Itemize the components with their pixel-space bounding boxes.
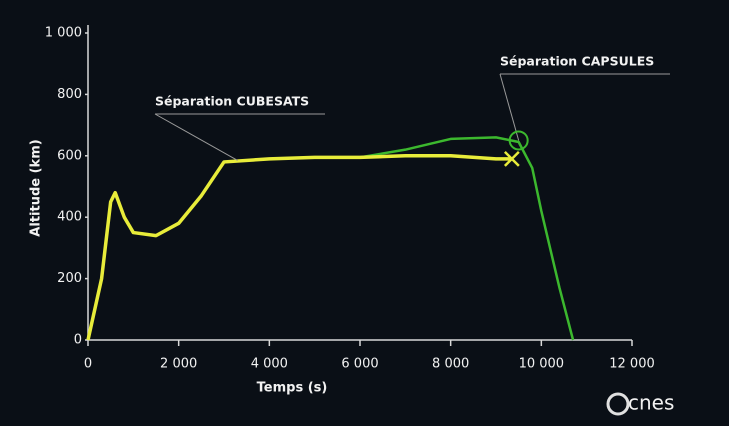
- x-axis-title: Temps (s): [257, 381, 328, 396]
- x-tick-label: 4 000: [251, 357, 288, 372]
- series-line: [359, 136, 575, 341]
- x-tick-label: 6 000: [341, 357, 378, 372]
- y-tick-label: 200: [57, 271, 82, 286]
- annotation-leader: [499, 73, 520, 141]
- y-tick-label: 0: [74, 333, 82, 348]
- x-tick-label: 0: [84, 357, 92, 372]
- annotation: Séparation CAPSULES: [500, 54, 654, 69]
- separation-marker: [503, 150, 520, 167]
- annotation: Séparation CUBESATS: [155, 94, 309, 109]
- y-tick-label: 400: [57, 210, 82, 225]
- y-axis-title: Altitude (km): [29, 139, 44, 236]
- logo-mark: [606, 392, 630, 416]
- annotation-leader: [154, 113, 238, 161]
- x-tick-label: 10 000: [519, 357, 565, 372]
- y-tick-label: 800: [57, 87, 82, 102]
- x-tick-label: 2 000: [160, 357, 197, 372]
- x-tick-label: 12 000: [609, 357, 655, 372]
- separation-marker: [508, 130, 529, 151]
- y-tick-label: 600: [57, 148, 82, 163]
- y-tick-label: 1 000: [45, 26, 82, 41]
- series-line: [86, 154, 512, 341]
- logo: cnes: [628, 391, 674, 415]
- x-tick-label: 8 000: [432, 357, 469, 372]
